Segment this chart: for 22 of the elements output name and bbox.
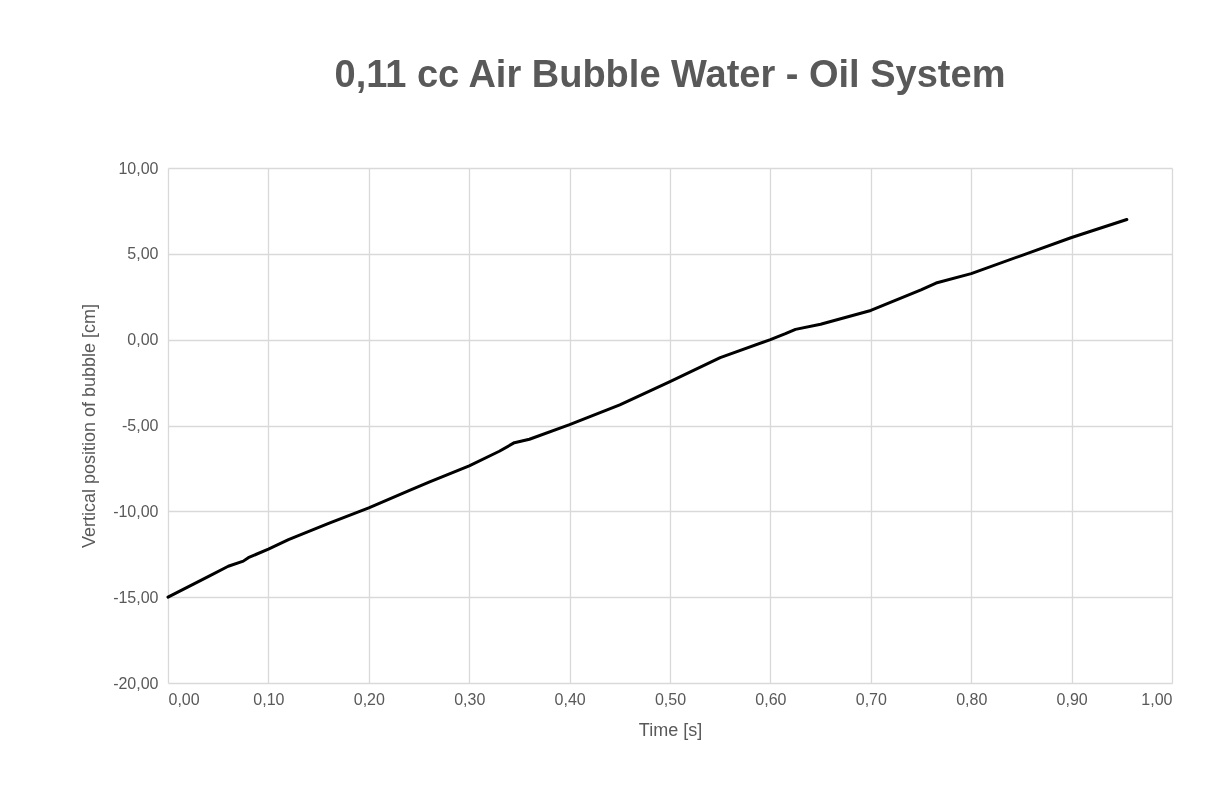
x-tick-label: 0,30 (454, 690, 486, 708)
x-tick-label: 0,10 (253, 690, 285, 708)
x-tick-label: 0,50 (654, 690, 687, 708)
y-tick-label: 10,00 (118, 159, 159, 177)
x-tick-label: 1,00 (1141, 690, 1173, 708)
y-tick-label: 5,00 (127, 245, 159, 263)
x-tick-label: 0,70 (855, 690, 887, 708)
y-tick-label: -5,00 (122, 417, 159, 434)
y-tick-label: 0,00 (127, 331, 159, 349)
x-tick-label: 0,40 (554, 690, 586, 708)
x-tick-label: 0,60 (755, 690, 787, 708)
y-tick-label: -15,00 (113, 588, 159, 606)
y-tick-label: -20,00 (113, 674, 159, 692)
x-tick-label: 0,90 (1056, 690, 1088, 708)
line-series (166, 218, 1129, 599)
y-axis-title: Vertical position of bubble [cm] (79, 303, 100, 549)
chart-title: 0,11 cc Air Bubble Water - Oil System (334, 53, 1006, 95)
x-tick-label: 0,20 (353, 690, 385, 708)
x-tick-label: 0,80 (956, 690, 988, 708)
x-tick-label: 0,00 (168, 690, 200, 708)
x-axis-title: Time [s] (638, 719, 703, 740)
y-tick-label: -10,00 (113, 502, 159, 520)
